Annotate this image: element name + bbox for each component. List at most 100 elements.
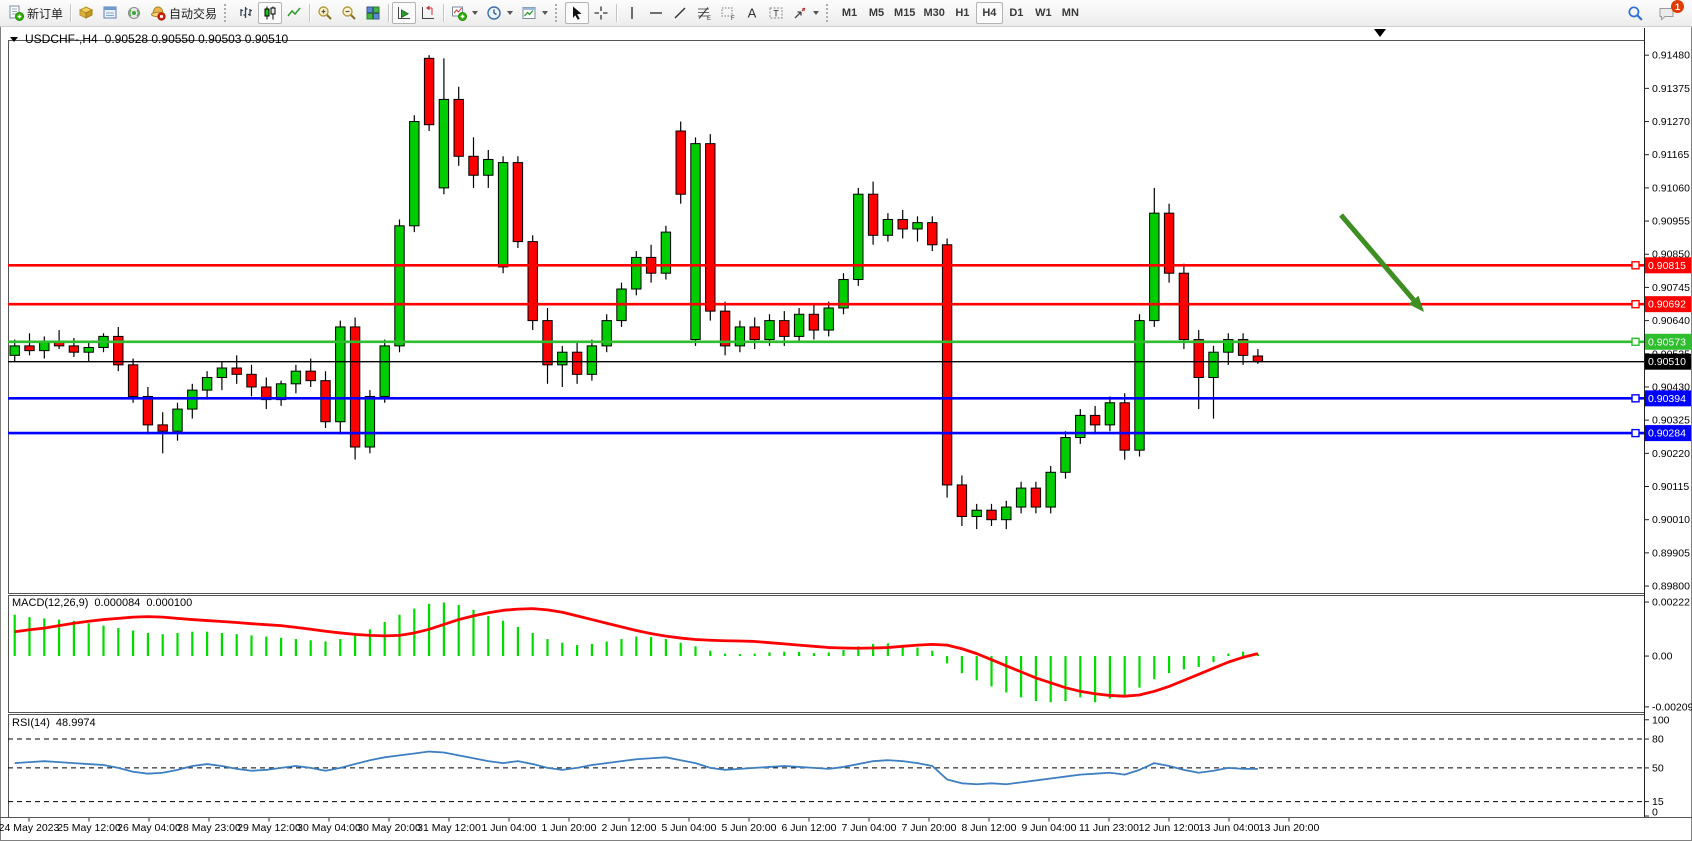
- horizontal-level-lines[interactable]: [8, 261, 1644, 438]
- svg-text:1 Jun 20:00: 1 Jun 20:00: [542, 822, 597, 834]
- svg-text:F: F: [731, 16, 735, 21]
- svg-text:8 Jun 12:00: 8 Jun 12:00: [962, 822, 1017, 834]
- toolbar-separator: [616, 4, 618, 22]
- svg-text:9 Jun 04:00: 9 Jun 04:00: [1022, 822, 1077, 834]
- macd-name: MACD(12,26,9): [12, 597, 89, 609]
- svg-text:0.90394: 0.90394: [1648, 393, 1686, 405]
- crosshair-tool-button[interactable]: [589, 2, 613, 24]
- clock-icon: [487, 6, 501, 20]
- svg-text:0.89800: 0.89800: [1652, 581, 1690, 593]
- timeframe-m5-button[interactable]: M5: [863, 2, 890, 24]
- timeframe-h4-button[interactable]: H4: [975, 2, 1003, 24]
- navigator-button[interactable]: [122, 2, 146, 24]
- autotrading-icon: [151, 6, 166, 21]
- cube-icon: [78, 6, 94, 19]
- chart-shift-button[interactable]: [416, 2, 440, 24]
- text-label-tool-button[interactable]: T: [764, 2, 788, 24]
- chart-collapse-triangle-icon[interactable]: [10, 36, 18, 42]
- svg-text:5 Jun 20:00: 5 Jun 20:00: [722, 822, 777, 834]
- timeframe-h1-button[interactable]: H1: [949, 2, 976, 24]
- annotation-arrow[interactable]: [1339, 213, 1424, 312]
- svg-text:1 Jun 04:00: 1 Jun 04:00: [482, 822, 537, 834]
- timeframe-w1-button[interactable]: W1: [1030, 2, 1057, 24]
- horizontal-line-icon: [650, 12, 663, 14]
- svg-text:0.90115: 0.90115: [1652, 481, 1689, 493]
- toolbar-separator: [443, 4, 445, 22]
- timeframe-d1-button[interactable]: D1: [1003, 2, 1030, 24]
- text-tool-button[interactable]: A: [740, 2, 764, 24]
- svg-text:0.90510: 0.90510: [1648, 356, 1686, 368]
- new-order-icon: [9, 5, 24, 21]
- cursor-tool-button[interactable]: [565, 2, 590, 24]
- autotrading-label: 自动交易: [169, 6, 218, 21]
- fibonacci-icon: E: [698, 7, 711, 21]
- zoom-out-button[interactable]: [337, 2, 361, 24]
- svg-text:0.90325: 0.90325: [1652, 415, 1690, 427]
- toolbar-grip: [826, 4, 833, 22]
- candlestick-chart-type-button[interactable]: [258, 2, 283, 24]
- templates-menu-button[interactable]: [517, 2, 552, 24]
- horizontal-line-tool-button[interactable]: [644, 2, 668, 24]
- trendline-tool-button[interactable]: [668, 2, 692, 24]
- chart-shift-icon: [422, 5, 435, 19]
- svg-text:T: T: [773, 9, 779, 19]
- macd-panel: 0.00222 0.00 -0.00209: [13, 597, 1692, 713]
- svg-text:12 Jun 12:00: 12 Jun 12:00: [1139, 822, 1200, 834]
- arrows-menu-button[interactable]: [788, 2, 823, 24]
- svg-text:0.90220: 0.90220: [1652, 448, 1690, 460]
- price-axis-badges: 0.90815 0.90692 0.90573 0.90510 0.90394 0.902…: [1645, 257, 1691, 442]
- svg-text:0.91165: 0.91165: [1652, 149, 1689, 161]
- svg-text:28 May 23:00: 28 May 23:00: [177, 822, 241, 834]
- rsi-name: RSI(14): [12, 717, 50, 729]
- chart-symbol-title: USDCHF-,H4: [25, 32, 98, 46]
- timeframe-mn-button[interactable]: MN: [1057, 2, 1084, 24]
- dropdown-caret-icon: [507, 11, 514, 15]
- zoom-in-button[interactable]: [313, 2, 337, 24]
- svg-text:15: 15: [1652, 796, 1664, 808]
- line-chart-type-button[interactable]: [282, 2, 306, 24]
- svg-text:A: A: [748, 6, 757, 21]
- autotrading-button[interactable]: 自动交易: [146, 2, 221, 24]
- periods-menu-button[interactable]: [482, 2, 517, 24]
- dropdown-caret-icon: [472, 11, 479, 15]
- tile-windows-button[interactable]: [361, 2, 385, 24]
- svg-text:100: 100: [1652, 714, 1670, 726]
- svg-text:0.89905: 0.89905: [1652, 547, 1690, 559]
- bar-chart-type-button[interactable]: [234, 2, 258, 24]
- fibonacci-tool-button[interactable]: E: [692, 2, 716, 24]
- notifications-button[interactable]: 1: [1654, 0, 1684, 24]
- timeframe-m1-button[interactable]: M1: [836, 2, 863, 24]
- new-order-label: 新订单: [27, 6, 64, 21]
- zoom-out-icon: [342, 6, 356, 20]
- toolbar-right-cluster: 1: [1623, 0, 1684, 24]
- svg-text:0.90640: 0.90640: [1652, 315, 1690, 327]
- svg-text:0.90010: 0.90010: [1652, 514, 1690, 526]
- main-toolbar: 新订单 自动交易: [0, 0, 1692, 27]
- tile-windows-icon: [366, 6, 380, 20]
- timeframe-m30-button[interactable]: M30: [919, 2, 948, 24]
- timeframe-m15-button[interactable]: M15: [890, 2, 919, 24]
- svg-text:13 Jun 04:00: 13 Jun 04:00: [1199, 822, 1260, 834]
- svg-text:30 May 20:00: 30 May 20:00: [357, 822, 421, 834]
- auto-scroll-button[interactable]: [392, 2, 417, 24]
- toolbar-grip: [555, 4, 562, 22]
- notification-count-badge: 1: [1671, 0, 1684, 13]
- svg-text:30 May 04:00: 30 May 04:00: [297, 822, 361, 834]
- zoom-in-icon: [318, 6, 332, 20]
- svg-text:80: 80: [1652, 734, 1664, 746]
- svg-text:0.90692: 0.90692: [1648, 299, 1686, 311]
- cursor-icon: [573, 6, 582, 20]
- search-button[interactable]: [1623, 2, 1648, 24]
- svg-text:-0.00209: -0.00209: [1652, 701, 1692, 713]
- chart-profile-button[interactable]: [74, 2, 98, 24]
- rsi-indicator-label: RSI(14) 48.9974: [12, 717, 96, 729]
- channel-tool-button[interactable]: F: [716, 2, 740, 24]
- new-order-button[interactable]: 新订单: [4, 2, 67, 24]
- candlesticks: [9, 55, 1264, 530]
- svg-text:13 Jun 20:00: 13 Jun 20:00: [1259, 822, 1320, 834]
- indicators-menu-button[interactable]: [447, 2, 482, 24]
- data-window-button[interactable]: [98, 2, 122, 24]
- vertical-line-tool-button[interactable]: [620, 2, 644, 24]
